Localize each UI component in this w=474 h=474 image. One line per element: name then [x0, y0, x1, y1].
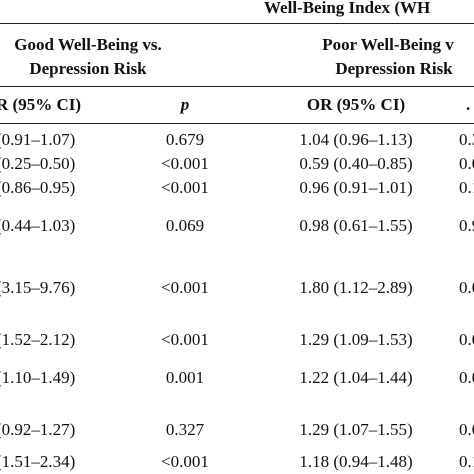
cell-p1: 0.069: [165, 216, 205, 235]
cell-or1: (0.44–1.03): [0, 216, 76, 235]
cell-p2: 0.0: [459, 368, 474, 387]
cell-p2: 0.0: [459, 278, 474, 297]
cell-p1: <0.001: [161, 154, 209, 173]
cell-or1: (1.10–1.49): [0, 368, 76, 387]
cell-or2: 0.98 (0.61–1.55): [299, 216, 413, 235]
cell-or1: (3.15–9.76): [0, 278, 76, 297]
column-header-rule: [0, 123, 474, 124]
cell-or2: 1.04 (0.96–1.13): [299, 130, 413, 149]
group-good-line2: Depression Risk: [29, 59, 147, 78]
cell-or2: 0.59 (0.40–0.85): [299, 154, 413, 173]
cell-or1: (0.92–1.27): [0, 420, 76, 439]
group-poor-line1: Poor Well-Being v: [322, 35, 454, 54]
cell-or1: (1.52–2.12): [0, 330, 76, 349]
cell-or2: 1.80 (1.12–2.89): [299, 278, 413, 297]
col-header-or1: R (95% CI): [0, 95, 81, 114]
cell-p1: <0.001: [161, 330, 209, 349]
cell-p2: 0.3: [459, 130, 474, 149]
cell-p2: 0.9: [459, 216, 474, 235]
cell-p1: 0.679: [165, 130, 205, 149]
cell-p2: 0.0: [459, 154, 474, 173]
group-good-line1: Good Well-Being vs.: [14, 35, 162, 54]
super-header-rule: [0, 23, 474, 24]
cell-or2: 1.22 (1.04–1.44): [299, 368, 413, 387]
cell-or2: 1.18 (0.94–1.48): [299, 452, 413, 471]
cell-p2: 0.1: [459, 178, 474, 197]
super-header: Well-Being Index (WH: [264, 0, 431, 17]
cell-or1: (0.25–0.50): [0, 154, 76, 173]
cell-p1: 0.001: [165, 368, 205, 387]
cell-p1: <0.001: [161, 452, 209, 471]
group-poor-line2: Depression Risk: [335, 59, 453, 78]
col-header-or2: OR (95% CI): [306, 95, 406, 114]
cell-or2: 1.29 (1.09–1.53): [299, 330, 413, 349]
cell-or1: (0.86–0.95): [0, 178, 76, 197]
col-header-p2: .: [466, 95, 471, 114]
cell-p2: 0.1: [459, 452, 474, 471]
cell-p2: 0.0: [459, 420, 474, 439]
cell-or2: 1.29 (1.07–1.55): [299, 420, 413, 439]
cell-or1: (1.51–2.34): [0, 452, 76, 471]
cell-p1: <0.001: [161, 278, 209, 297]
cell-or2: 0.96 (0.91–1.01): [299, 178, 413, 197]
cell-or1: (0.91–1.07): [0, 130, 76, 149]
cell-p1: <0.001: [161, 178, 209, 197]
group-header-rule: [0, 86, 474, 87]
col-header-p1: p: [180, 95, 190, 114]
cell-p1: 0.327: [165, 420, 205, 439]
cell-p2: 0.0: [459, 330, 474, 349]
